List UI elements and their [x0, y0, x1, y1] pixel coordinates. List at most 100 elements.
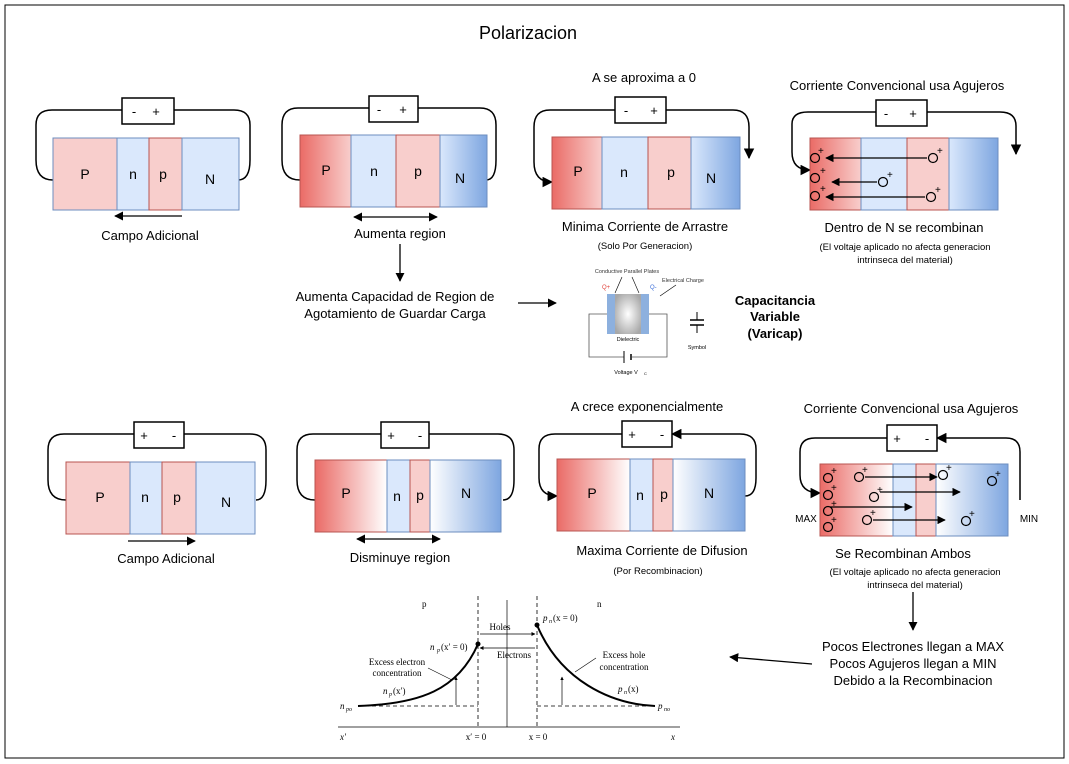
battery-plus: +	[650, 103, 658, 118]
varicap-line-1: Capacitancia	[735, 293, 816, 308]
svg-text:+: +	[862, 465, 868, 476]
region-P	[809, 137, 862, 211]
battery-box	[368, 95, 419, 123]
battery-plus: +	[628, 427, 636, 442]
region-N	[439, 134, 488, 208]
bottom-diode-4: Corriente Convencional usa Agujeros + - …	[795, 401, 1038, 631]
label-N: N	[461, 485, 471, 501]
region-N	[690, 136, 741, 210]
page-title: Polarizacion	[479, 23, 577, 43]
symbol-label: Symbol	[688, 345, 706, 351]
label-n: n	[129, 166, 137, 182]
label-P: P	[341, 485, 350, 501]
region-P	[819, 463, 894, 537]
caption: Minima Corriente de Arrastre	[562, 219, 728, 234]
label-N: N	[455, 170, 465, 186]
excess-electron-label-2: concentration	[373, 668, 422, 678]
x-prime-label: x′	[339, 732, 347, 742]
region-P	[556, 458, 631, 532]
q-minus-label: Q-	[650, 285, 657, 291]
label-N: N	[704, 485, 714, 501]
holes-label: Holes	[490, 622, 511, 632]
svg-text:+: +	[831, 466, 837, 477]
excess-electron-label-1: Excess electron	[369, 657, 426, 667]
label-N: N	[221, 494, 231, 510]
caption: Se Recombinan Ambos	[835, 546, 971, 561]
region-n	[892, 463, 917, 537]
x-zero-label: x = 0	[529, 732, 548, 742]
label-p: p	[159, 166, 167, 182]
capacitor-figure: Conductive Parallel Plates Electrical Ch…	[588, 269, 706, 376]
pno-subscript: no	[664, 707, 670, 713]
dielectric	[615, 294, 641, 334]
region-P	[299, 134, 352, 208]
circuit-wire-right	[174, 109, 251, 181]
heading: A se aproxima a 0	[592, 70, 696, 85]
region-N	[429, 459, 502, 533]
max-label: MAX	[795, 514, 817, 525]
dielectric-label: Dielectric	[617, 337, 640, 343]
bottom-diode-3: A crece exponencialmente + - P n p N Max…	[538, 399, 757, 577]
p-side-label: p	[422, 599, 427, 609]
label-p: p	[414, 163, 422, 179]
region-p	[647, 136, 692, 210]
caption: Campo Adicional	[117, 551, 215, 566]
region-P	[52, 137, 118, 211]
region-N	[948, 137, 999, 211]
hole-icon	[937, 469, 949, 481]
label-n: n	[620, 164, 628, 180]
battery-minus: -	[884, 106, 888, 121]
label-p: p	[416, 487, 424, 503]
label-N: N	[706, 170, 716, 186]
sub-caption-2: intrinseca del material)	[857, 255, 953, 266]
svg-text:+: +	[969, 509, 975, 520]
svg-text:+: +	[995, 469, 1001, 480]
excess-hole-label-1: Excess hole	[603, 650, 646, 660]
label-p: p	[667, 164, 675, 180]
n-side-label: n	[597, 599, 602, 609]
battery-plus: +	[893, 431, 901, 446]
hole-icon	[960, 515, 972, 527]
label-n: n	[141, 489, 149, 505]
charge-label: Electrical Charge	[662, 278, 704, 284]
label-P: P	[95, 489, 104, 505]
region-p	[161, 461, 197, 535]
hole-icon	[822, 489, 834, 501]
battery-box	[133, 421, 185, 449]
pn-zero-rest: (x = 0)	[553, 613, 578, 623]
svg-text:p: p	[388, 692, 392, 698]
top-diode-4: Corriente Convencional usa Agujeros - + …	[790, 78, 1022, 266]
min-label: MIN	[1020, 514, 1038, 525]
caption: Maxima Corriente de Difusion	[576, 543, 747, 558]
battery-box	[886, 424, 938, 452]
region-N	[195, 461, 256, 535]
electron-concentration-curve	[357, 643, 479, 707]
svg-text:n: n	[549, 619, 552, 625]
region-P	[314, 459, 388, 533]
sub-caption-1: (El voltaje aplicado no afecta generacio…	[819, 242, 990, 253]
to-plot-arrow	[729, 653, 813, 665]
q-plus-label: Q+	[602, 285, 611, 291]
pn-zero-label: p	[542, 613, 548, 623]
region-n	[860, 137, 908, 211]
battery-minus: -	[172, 428, 176, 443]
svg-text:+: +	[820, 166, 826, 177]
region-N	[181, 137, 240, 211]
svg-text:+: +	[946, 463, 952, 474]
heading: A crece exponencialmente	[571, 399, 723, 414]
bottom-diode-2: + - P n p N Disminuye region	[296, 421, 515, 565]
label-n: n	[393, 488, 401, 504]
x-label: x	[670, 732, 675, 742]
sub-caption: (Solo Por Generacion)	[598, 241, 693, 252]
battery-minus: -	[377, 102, 381, 117]
pn-x-label: p	[617, 684, 623, 694]
battery-minus: -	[624, 103, 628, 118]
label-P: P	[573, 163, 582, 179]
varicap-line-2: Variable	[750, 309, 800, 324]
svg-text:+: +	[831, 483, 837, 494]
caption: Campo Adicional	[101, 228, 199, 243]
hole-icon	[877, 176, 889, 188]
hole-icon	[853, 471, 865, 483]
battery-box	[621, 420, 673, 448]
hole-icon	[986, 475, 998, 487]
